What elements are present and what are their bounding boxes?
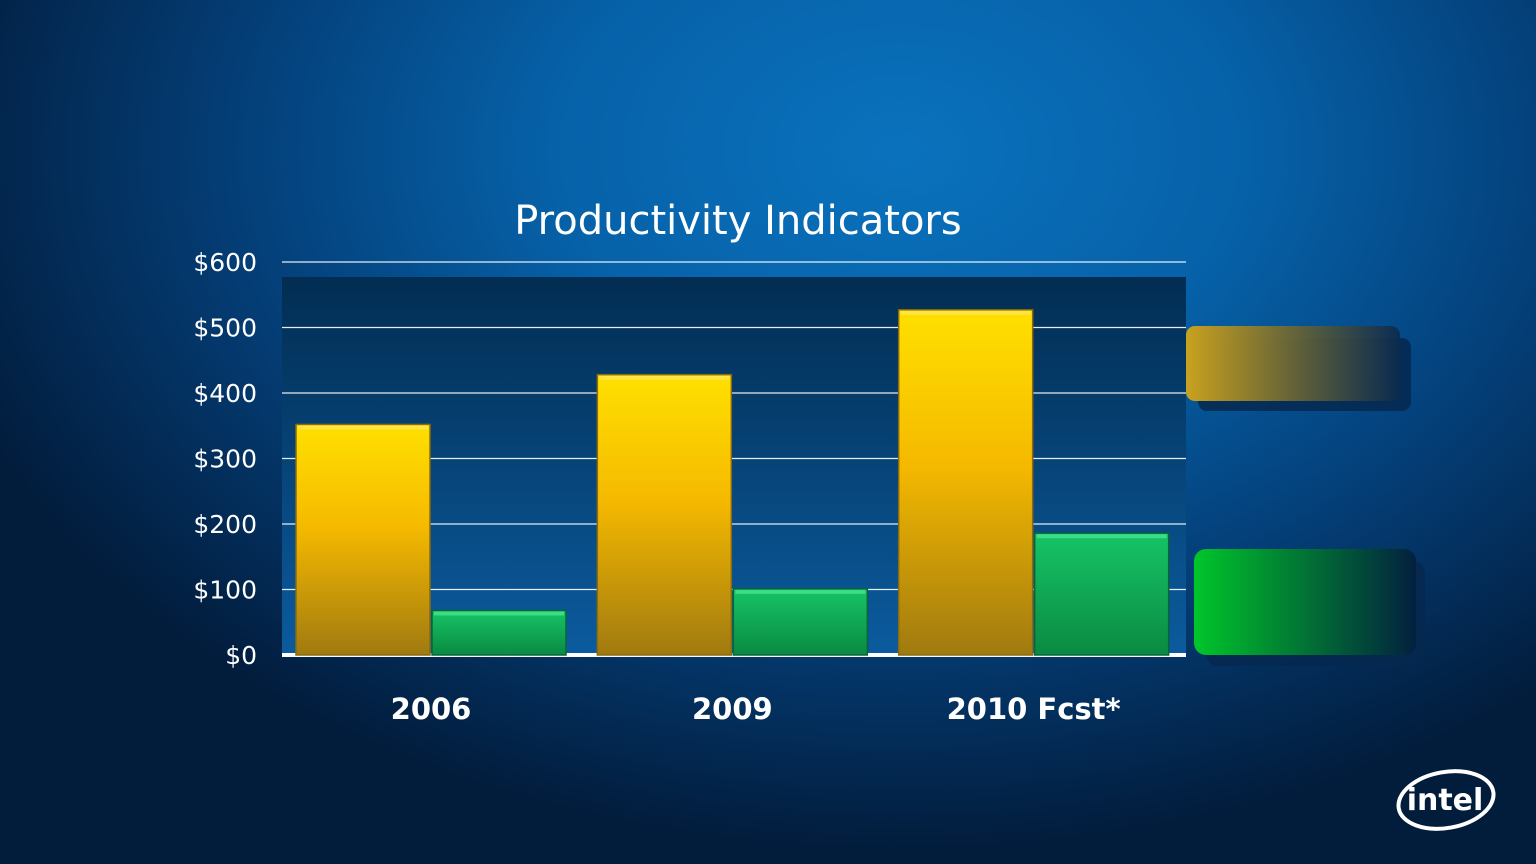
- logo-swoosh: [1396, 769, 1496, 831]
- x-tick-label: 2009: [692, 692, 773, 726]
- y-tick-label: $300: [193, 445, 257, 474]
- bars: [295, 309, 1170, 656]
- bar-group: [1033, 532, 1170, 656]
- bar-highlight: [735, 589, 866, 594]
- y-tick-label: $400: [193, 379, 257, 408]
- y-tick-label: $0: [225, 641, 257, 670]
- bar-highlight: [900, 310, 1031, 315]
- y-tick-label: $600: [193, 248, 257, 277]
- y-tick-label: $200: [193, 510, 257, 539]
- intel-logo: intel: [1396, 769, 1496, 831]
- chart-title: Productivity Indicators: [514, 198, 961, 244]
- bar-highlight: [599, 375, 730, 380]
- logo-wordmark: intel: [1407, 783, 1484, 818]
- bar-group: [897, 309, 1034, 656]
- bar-group: [431, 609, 567, 656]
- legend-swatch-gold: [1186, 326, 1400, 401]
- y-tick-label: $100: [193, 576, 257, 605]
- bar-green: [732, 588, 869, 656]
- bar-green: [431, 609, 567, 656]
- bar-highlight: [1036, 534, 1167, 539]
- bar-group: [596, 373, 733, 656]
- bar-gold: [596, 373, 733, 656]
- legend: [1186, 326, 1425, 666]
- x-tick-label: 2010 Fcst*: [947, 692, 1121, 726]
- y-axis-labels: $0 $100 $200 $300 $400 $500 $600: [193, 248, 257, 670]
- x-axis-labels: 2006 2009 2010 Fcst*: [391, 692, 1121, 726]
- bar-group: [295, 423, 431, 656]
- y-tick-label: $500: [193, 314, 257, 343]
- bar-gold: [897, 309, 1034, 656]
- x-tick-label: 2006: [391, 692, 472, 726]
- bar-highlight: [298, 425, 428, 430]
- bar-group: [732, 588, 869, 656]
- bar-highlight: [434, 611, 564, 616]
- bar-gold: [295, 423, 431, 656]
- legend-swatch-green: [1194, 549, 1416, 655]
- bar-green: [1033, 532, 1170, 656]
